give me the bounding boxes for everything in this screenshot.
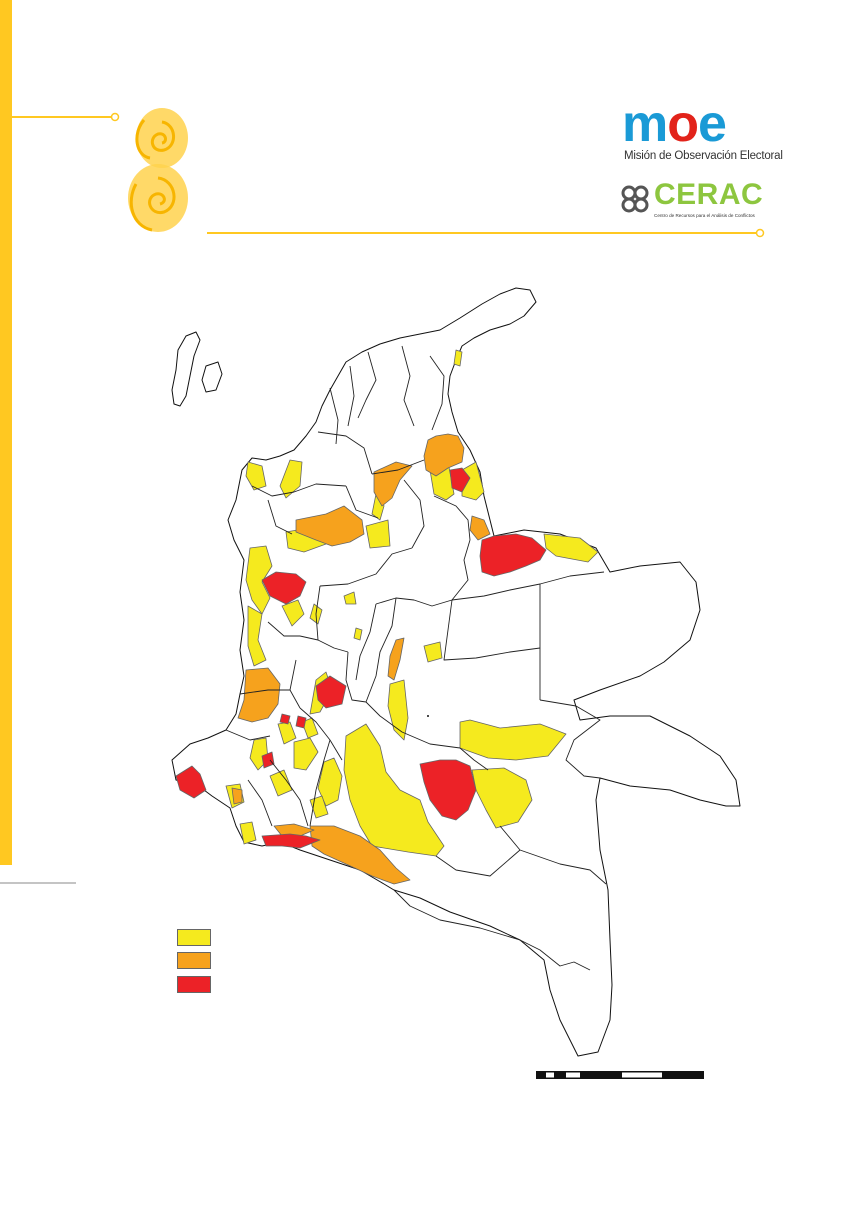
cerac-subtitle: Centro de Recursos para el Análisis de C… (654, 213, 755, 218)
left-accent-bar (0, 0, 12, 865)
moe-logo: moe moe Misión de Observación Electoral (618, 96, 783, 168)
legend-swatch-level-1 (177, 929, 211, 946)
providencia-island (201, 361, 223, 393)
country-outline (171, 287, 741, 1057)
san-andres-island (171, 331, 201, 407)
map-scale-bar (536, 1071, 704, 1079)
header-decorative-lines (0, 112, 765, 884)
moe-wordmark: moe (622, 95, 727, 153)
yellow-swirl-icon (128, 108, 188, 232)
moe-subtitle: Misión de Observación Electoral (624, 150, 783, 162)
cerac-logo: CERAC Centro de Recursos para el Análisi… (620, 178, 780, 228)
legend-swatch-level-2 (177, 952, 211, 969)
legend-swatch-level-3 (177, 976, 211, 993)
four-loop-knot-icon (621, 185, 649, 213)
cerac-wordmark: CERAC (654, 178, 764, 211)
